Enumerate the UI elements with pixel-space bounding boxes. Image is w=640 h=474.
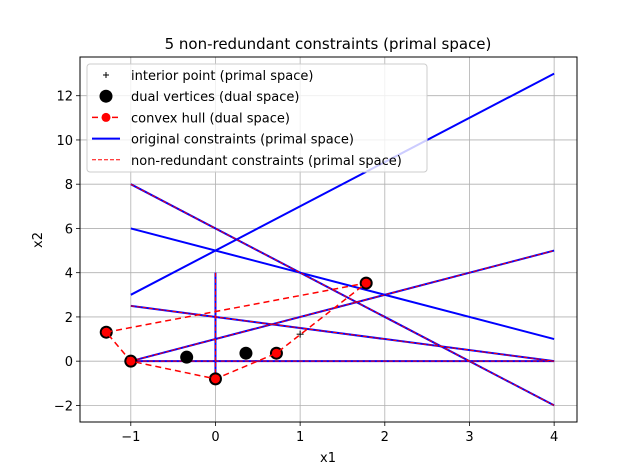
legend-label: non-redundant constraints (primal space) <box>131 154 402 169</box>
x-axis-ticks: −1 0 1 2 3 4 <box>121 422 558 445</box>
non-redundant-constraint-line <box>130 183 555 406</box>
x-axis-label: x1 <box>320 451 336 466</box>
y-tick-label: 2 <box>65 311 73 326</box>
y-axis-label: x2 <box>31 232 46 248</box>
y-tick-label: 6 <box>65 222 73 237</box>
legend: interior point (primal space) dual vertic… <box>86 63 428 173</box>
legend-label: interior point (primal space) <box>131 69 313 84</box>
data-series <box>99 72 555 407</box>
convex-hull-line <box>105 282 367 380</box>
convex-hull-marker <box>361 278 371 288</box>
circle-icon <box>101 112 111 122</box>
y-tick-label: 0 <box>65 355 73 370</box>
legend-item: non-redundant constraints (primal space) <box>92 154 402 169</box>
legend-item: convex hull (dual space) <box>92 111 290 126</box>
dual-vertex-marker <box>180 350 194 364</box>
original-constraint-line <box>130 72 555 296</box>
x-tick-label: 4 <box>550 430 558 445</box>
convex-hull-marker <box>271 348 281 358</box>
y-tick-label: 8 <box>65 178 73 193</box>
convex-hull-marker <box>101 327 111 337</box>
convex-hull-marker <box>210 374 220 384</box>
legend-item: dual vertices (dual space) <box>99 89 299 105</box>
legend-label: convex hull (dual space) <box>131 111 290 126</box>
y-tick-label: 12 <box>56 90 73 105</box>
chart-title: 5 non-redundant constraints (primal spac… <box>165 35 492 53</box>
legend-item: original constraints (primal space) <box>92 133 354 148</box>
x-tick-label: 0 <box>211 430 219 445</box>
non-redundant-constraint-line <box>130 305 555 362</box>
x-tick-label: 1 <box>296 430 304 445</box>
original-constraint-line <box>130 227 555 341</box>
non-redundant-constraint-line <box>130 250 555 362</box>
legend-box <box>86 63 428 173</box>
axes-frame <box>79 56 578 423</box>
interior-point-plus-icon <box>296 330 304 338</box>
legend-item: interior point (primal space) <box>103 69 313 84</box>
x-tick-label: 2 <box>381 430 389 445</box>
dual-vertex-marker <box>239 346 253 360</box>
y-tick-label: 4 <box>65 267 73 282</box>
legend-label: original constraints (primal space) <box>131 133 354 148</box>
y-tick-label: −2 <box>54 399 73 414</box>
x-tick-label: 3 <box>465 430 473 445</box>
convex-hull-marker <box>126 356 136 366</box>
y-axis-ticks: −2 0 2 4 6 8 10 12 <box>54 90 80 414</box>
y-tick-label: 10 <box>56 134 73 149</box>
legend-label: dual vertices (dual space) <box>131 90 299 105</box>
circle-icon <box>99 89 113 103</box>
x-tick-label: −1 <box>121 430 140 445</box>
